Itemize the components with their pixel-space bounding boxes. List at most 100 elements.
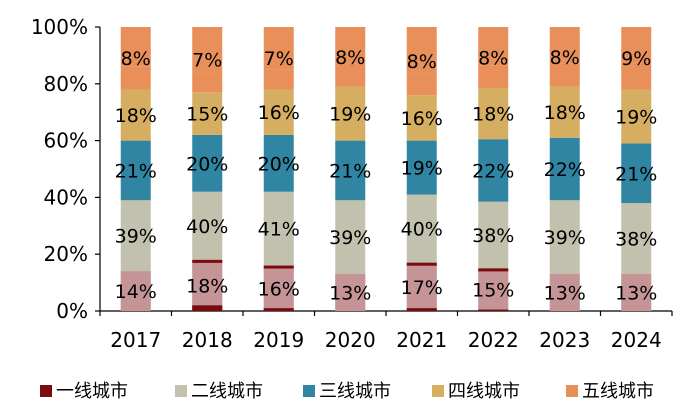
bar-segment [621, 63, 652, 90]
y-tick-label: 100% [31, 15, 88, 39]
bar-segment [192, 134, 223, 192]
data-label: 39% [115, 226, 157, 248]
legend-label: 二线城市 [191, 381, 263, 402]
x-tick-label: 2021 [396, 328, 447, 352]
data-label: 38% [615, 229, 657, 251]
x-tick-label: 2023 [539, 328, 590, 352]
bar-segment [263, 69, 294, 90]
bar-segment [263, 27, 294, 70]
bar-segment [406, 27, 437, 73]
bar-segment [192, 27, 223, 73]
bar-segment-tier1-top [406, 262, 437, 266]
bar-segment [192, 72, 223, 93]
bar-segment-tier1-top [263, 265, 294, 269]
bar-segment [478, 27, 509, 66]
bar-overlay-segment [192, 259, 223, 311]
data-label: 19% [615, 106, 657, 128]
legend-swatch [303, 385, 315, 397]
data-label: 8% [335, 47, 365, 69]
bar-segment-tier1-top [192, 259, 223, 263]
bar-segment [406, 140, 437, 195]
data-label: 21% [115, 160, 157, 182]
bar-overlay-segment [549, 274, 580, 311]
data-label: 20% [258, 153, 300, 175]
data-label: 19% [329, 104, 371, 126]
data-label: 15% [186, 104, 228, 126]
bar-segment [335, 140, 366, 201]
bar-segment [621, 89, 652, 144]
bar-segment [549, 63, 580, 87]
data-label: 13% [544, 283, 586, 305]
data-label: 38% [472, 225, 514, 247]
bar-segment [120, 89, 151, 141]
legend-label: 五线城市 [582, 381, 654, 402]
x-tick-label: 2018 [182, 328, 233, 352]
data-label: 17% [401, 277, 443, 299]
y-tick-label: 80% [44, 72, 88, 96]
bar-segment [120, 66, 151, 90]
data-label: 13% [329, 283, 371, 305]
data-label: 41% [258, 219, 300, 241]
bar-segment [406, 72, 437, 96]
data-label: 39% [329, 227, 371, 249]
bar-segment-tier1 [406, 308, 437, 311]
legend-label: 一线城市 [56, 381, 128, 402]
data-label: 19% [401, 158, 443, 180]
x-tick-label: 2019 [253, 328, 304, 352]
bar-segment [120, 27, 151, 67]
data-label: 18% [544, 102, 586, 124]
bar-segment-tier1 [478, 309, 509, 311]
bar-segment [478, 65, 509, 89]
data-label: 15% [472, 280, 514, 302]
data-label: 21% [329, 160, 371, 182]
bar-overlay-segment [120, 271, 151, 311]
y-tick-label: 60% [44, 129, 88, 153]
data-label: 16% [258, 278, 300, 300]
bar-segment [549, 27, 580, 64]
data-label: 9% [621, 48, 651, 70]
bar-overlay-segment [335, 274, 366, 311]
bar-overlay-segment [406, 262, 437, 311]
x-tick-label: 2024 [611, 328, 662, 352]
data-label: 22% [544, 159, 586, 181]
data-label: 8% [550, 47, 580, 69]
data-label: 20% [186, 153, 228, 175]
x-tick-label: 2020 [325, 328, 376, 352]
bar-segment [263, 89, 294, 135]
legend-swatch [175, 385, 187, 397]
data-label: 40% [401, 219, 443, 241]
data-label: 8% [121, 48, 151, 70]
data-label: 7% [192, 50, 222, 72]
legend-label: 三线城市 [319, 381, 391, 402]
bar-segment-tier1 [192, 305, 223, 311]
x-tick-label: 2017 [110, 328, 161, 352]
data-label: 14% [115, 281, 157, 303]
data-label: 16% [258, 102, 300, 124]
bar-segment [478, 139, 509, 202]
bar-segment [335, 86, 366, 141]
data-label: 16% [401, 108, 443, 130]
bar-segment-tier1-top [478, 268, 509, 272]
bar-segment [549, 86, 580, 138]
bar-segment [406, 95, 437, 141]
data-label: 18% [472, 104, 514, 126]
bar-segment [621, 143, 652, 204]
legend-swatch [566, 385, 578, 397]
bar-segment-tier1 [263, 308, 294, 311]
y-tick-label: 20% [44, 242, 88, 266]
bar-segment [621, 27, 652, 64]
bar-segment [192, 92, 223, 135]
data-label: 18% [115, 105, 157, 127]
bar-overlay-segment [621, 274, 652, 311]
data-label: 40% [186, 216, 228, 238]
bar-segment [335, 63, 366, 87]
x-tick-label: 2022 [468, 328, 519, 352]
bar-segment [335, 27, 366, 64]
data-label: 22% [472, 160, 514, 182]
data-label: 21% [615, 163, 657, 185]
bar-segment [263, 134, 294, 192]
data-label: 13% [615, 283, 657, 305]
y-tick-label: 0% [56, 299, 88, 323]
